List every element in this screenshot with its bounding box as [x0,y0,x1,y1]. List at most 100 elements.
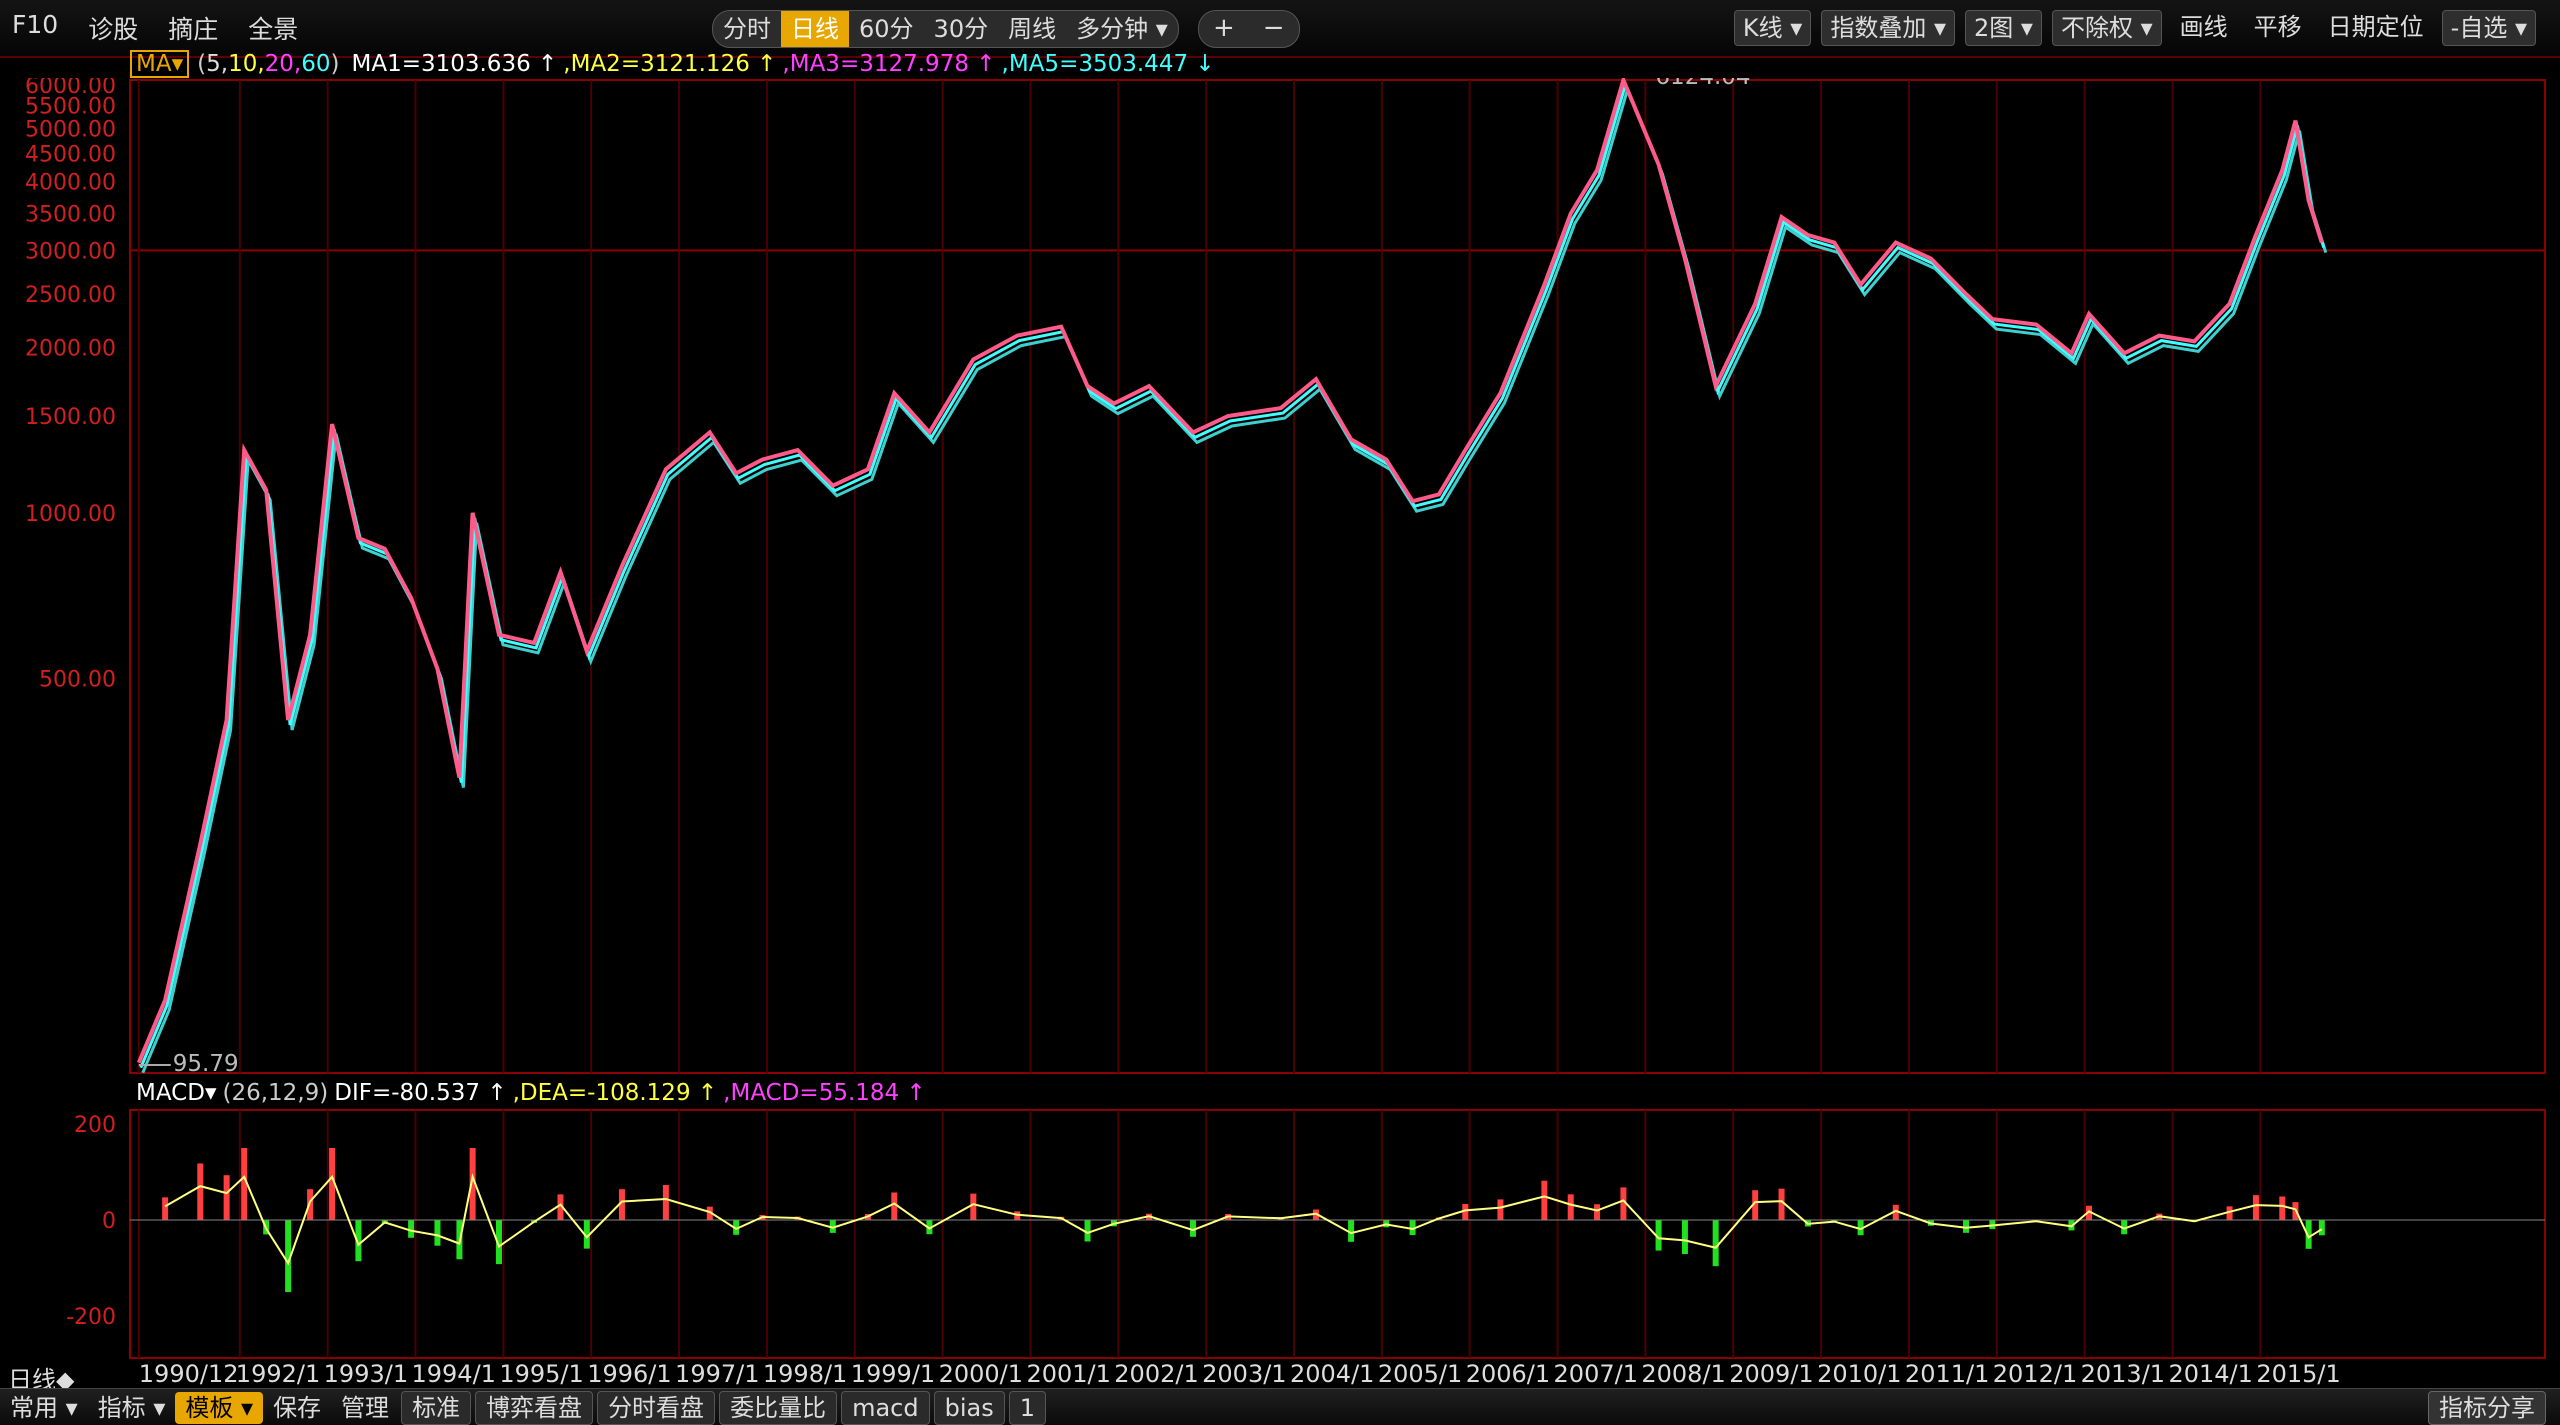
date-locate-button[interactable]: 日期定位 [2327,13,2424,41]
period-selector: 分时 日线 60分 30分 周线 多分钟 ▾ [712,10,1179,48]
bottom-common-dropdown[interactable]: 常用 ▾ [10,1393,78,1422]
zoom-out-button[interactable]: − [1262,13,1285,43]
tab-bias[interactable]: bias [933,1390,1005,1425]
ma-param-20: 20, [264,51,302,77]
x-tick-label: 1996/1 [587,1360,672,1388]
period-weekly[interactable]: 周线 [1008,15,1057,43]
period-30min[interactable]: 30分 [933,15,989,43]
macd-frame [129,1109,2546,1359]
x-tick-label: 2006/1 [1465,1360,1551,1388]
tab-bid-volume-ratio[interactable]: 委比量比 [719,1390,838,1425]
x-tick-label: 2007/1 [1553,1360,1638,1388]
indicator-share-button[interactable]: 指标分享 [2428,1390,2546,1425]
bottom-bar: 常用 ▾ 指标 ▾ 模板 ▾ 保存 管理 标准 博弈看盘 分时看盘 委比量比 m… [0,1388,2560,1425]
bottom-template-dropdown[interactable]: 模板 ▾ [175,1391,264,1424]
index-overlay-dropdown[interactable]: 指数叠加 ▾ [1821,10,1956,46]
bottom-indicator-dropdown[interactable]: 指标 ▾ [97,1393,166,1422]
macd-bar [434,1220,441,1246]
toolbar-right-group: K线 ▾ 指数叠加 ▾ 2图 ▾ 不除权 ▾ 画线 平移 日期定位 -自选 ▾ [1733,10,2536,46]
macd-bar [355,1220,362,1262]
macd-bar [1348,1220,1355,1242]
x-tick-label: 2004/1 [1289,1360,1375,1388]
macd-grid [129,1109,2546,1359]
x-tick-label: 2010/1 [1817,1360,1902,1388]
tab-1[interactable]: 1 [1008,1390,1046,1425]
x-tick-label: 2002/1 [1114,1360,1199,1388]
y-tick-label: 6000.00 [25,78,116,99]
macd-bar [2318,1220,2325,1236]
period-daily[interactable]: 日线 [781,11,849,47]
macd-bar [1963,1220,1970,1233]
macd-bar [307,1189,314,1220]
macd-bar [618,1189,625,1220]
ma5-value: ,MA5=3503.447 ↓ [1001,51,1215,77]
toolbar-item-diagnose[interactable]: 诊股 [88,15,139,44]
zoom-controls: + − [1198,10,1300,48]
macd-bar [469,1148,476,1220]
y-tick-label: 1000.00 [25,502,116,527]
tab-standard[interactable]: 标准 [401,1390,472,1425]
tab-intraday-view[interactable]: 分时看盘 [597,1390,716,1425]
zoom-in-button[interactable]: + [1213,13,1235,43]
macd-dea: ,DEA=-108.129 ↑ [512,1080,718,1106]
chart-count-dropdown[interactable]: 2图 ▾ [1965,10,2042,46]
y-tick-label: 4000.00 [25,171,116,196]
x-tick-label: 2014/1 [2168,1360,2253,1388]
macd-bar [285,1220,292,1292]
watchlist-dropdown[interactable]: -自选 ▾ [2441,10,2536,46]
y-tick-label: 5500.00 [25,95,116,120]
macd-bar [495,1220,502,1265]
macd-bar [970,1193,977,1220]
macd-bar [1409,1220,1416,1236]
macd-bar [662,1184,669,1220]
toolbar-left-group: F10 诊股 摘庄 全景 [8,8,302,48]
rights-adjust-dropdown[interactable]: 不除权 ▾ [2051,10,2162,46]
macd-y-tick-label: 200 [74,1113,116,1138]
macd-bar [1681,1220,1688,1255]
ma-params-open: ( [197,51,207,77]
period-intraday[interactable]: 分时 [723,15,771,43]
macd-y-tick-label: -200 [66,1305,116,1330]
pan-button[interactable]: 平移 [2253,13,2302,41]
macd-indicator-button[interactable]: MACD▾ [136,1080,217,1106]
macd-legend: MACD▾ (26,12,9) DIF=-80.537 ↑ ,DEA=-108.… [136,1080,932,1106]
tab-macd[interactable]: macd [841,1390,930,1425]
ma-params-close: ) [330,51,340,77]
x-tick-label: 2009/1 [1729,1360,1814,1388]
ma3-value: ,MA3=3127.978 ↑ [782,51,996,77]
x-tick-label: 2008/1 [1641,1360,1726,1388]
y-tick-label: 5000.00 [25,117,116,142]
draw-line-button[interactable]: 画线 [2179,13,2228,41]
kline-type-dropdown[interactable]: K线 ▾ [1733,10,1812,46]
period-60min[interactable]: 60分 [859,15,914,43]
macd-bar [1712,1220,1719,1267]
period-multi-minute-dropdown[interactable]: 多分钟 ▾ [1076,15,1168,43]
y-tick-label: 500.00 [39,667,116,692]
bottom-save-button[interactable]: 保存 [273,1393,322,1422]
tab-game-view[interactable]: 博弈看盘 [475,1390,594,1425]
macd-bar [2305,1220,2312,1249]
ma-param-60: 60 [301,51,331,77]
macd-chart[interactable]: 200 0 -200 [0,1108,2560,1360]
x-tick-label: 2003/1 [1202,1360,1287,1388]
macd-bar [2279,1196,2286,1220]
macd-y-axis: 200 0 -200 [66,1113,116,1330]
x-tick-label: 2015/1 [2256,1360,2341,1388]
macd-bar [706,1206,713,1220]
macd-bar [1084,1220,1091,1242]
x-tick-label: 1993/1 [323,1360,409,1388]
x-tick-label: 1990/12 [138,1360,239,1388]
ma-indicator-button[interactable]: MA▾ [130,50,190,78]
toolbar-item-f10[interactable]: F10 [12,10,59,39]
bottom-manage-button[interactable]: 管理 [341,1393,390,1422]
toolbar-item-zhaizhuang[interactable]: 摘庄 [168,15,219,44]
macd-params: (26,12,9) [222,1080,329,1106]
x-tick-label: 1997/1 [675,1360,760,1388]
macd-bar [197,1163,204,1220]
macd-bar [1778,1188,1785,1220]
macd-bar [1567,1194,1574,1220]
top-toolbar: F10 诊股 摘庄 全景 分时 日线 60分 30分 周线 多分钟 ▾ + − … [0,0,2560,58]
max-label: 6124.04 [1655,78,1750,90]
toolbar-item-overview[interactable]: 全景 [248,15,299,44]
